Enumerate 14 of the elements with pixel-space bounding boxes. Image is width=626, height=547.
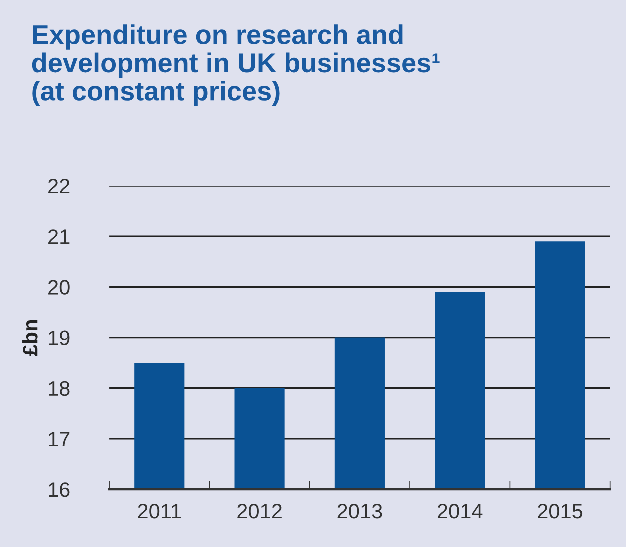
y-tick-label: 19 [49, 330, 70, 346]
x-tick-label: 2014 [438, 504, 483, 519]
y-tick-label: 22 [48, 178, 70, 194]
y-tick-label: 20 [48, 280, 70, 295]
y-tick-label: 17 [49, 432, 70, 447]
x-tick-label: 2011 [138, 504, 182, 519]
chart-title: Expenditure on research and development in UK businesses¹ (at constant prices) [32, 24, 440, 106]
y-tick-label: 16 [49, 482, 70, 498]
y-tick-label: 18 [49, 381, 70, 396]
x-tick-label: 2015 [538, 504, 583, 519]
x-tick-label: 2013 [338, 504, 382, 519]
y-tick-label: 21 [48, 230, 70, 244]
y-axis-title: £bn [22, 320, 38, 356]
x-tick-label: 2012 [238, 504, 282, 519]
